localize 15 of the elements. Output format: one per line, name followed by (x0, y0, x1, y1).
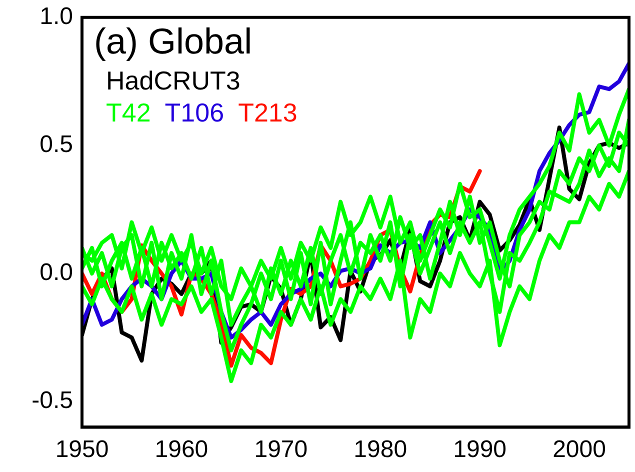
x-tick-label: 2000 (552, 436, 606, 464)
y-tick-label: -0.5 (32, 387, 73, 414)
chart-title: (a) Global (94, 20, 252, 62)
y-tick-label: 0.0 (40, 259, 73, 286)
x-tick-label: 1970 (254, 436, 308, 464)
x-tick-label: 1960 (154, 436, 208, 464)
text: T106 (164, 98, 224, 128)
text: T42 (106, 98, 151, 128)
x-tick-label: 1990 (453, 436, 507, 464)
text: T213 (238, 98, 298, 128)
x-tick-label: 1950 (55, 436, 109, 464)
text: HadCRUT3 (106, 66, 240, 96)
x-tick-label: 1980 (354, 436, 408, 464)
y-tick-label: 0.5 (40, 131, 73, 158)
y-tick-label: 1.0 (40, 3, 73, 30)
